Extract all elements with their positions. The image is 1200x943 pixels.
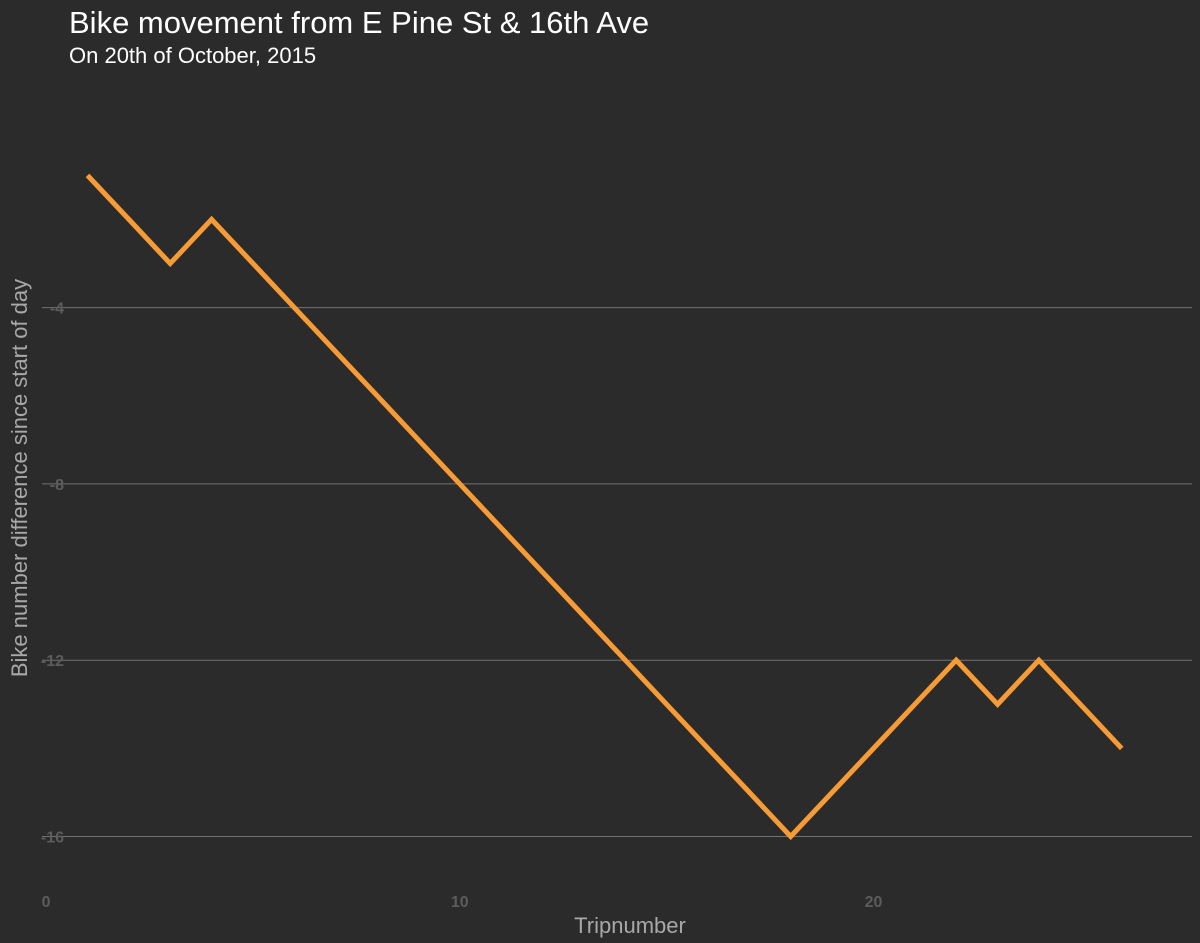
series-group <box>85 173 1124 841</box>
x-axis-title: Tripnumber <box>574 913 686 938</box>
y-tick-label: -12 <box>41 653 64 670</box>
y-gridlines <box>42 307 1192 838</box>
chart-subtitle: On 20th of October, 2015 <box>69 43 316 68</box>
chart-title: Bike movement from E Pine St & 16th Ave <box>69 5 649 40</box>
x-tick-label: 20 <box>865 894 883 911</box>
x-tick-label: 10 <box>451 894 469 911</box>
y-tick-label: -4 <box>50 301 64 318</box>
y-axis-title: Bike number difference since start of da… <box>7 279 32 677</box>
series-line <box>85 173 1124 841</box>
y-tick-label: -8 <box>50 477 64 494</box>
x-tick-label: 0 <box>42 894 51 911</box>
y-tick-labels: -4 -8 -12 -16 <box>41 301 64 847</box>
x-tick-labels: 0 10 20 <box>42 894 883 911</box>
y-tick-label: -16 <box>41 830 64 847</box>
